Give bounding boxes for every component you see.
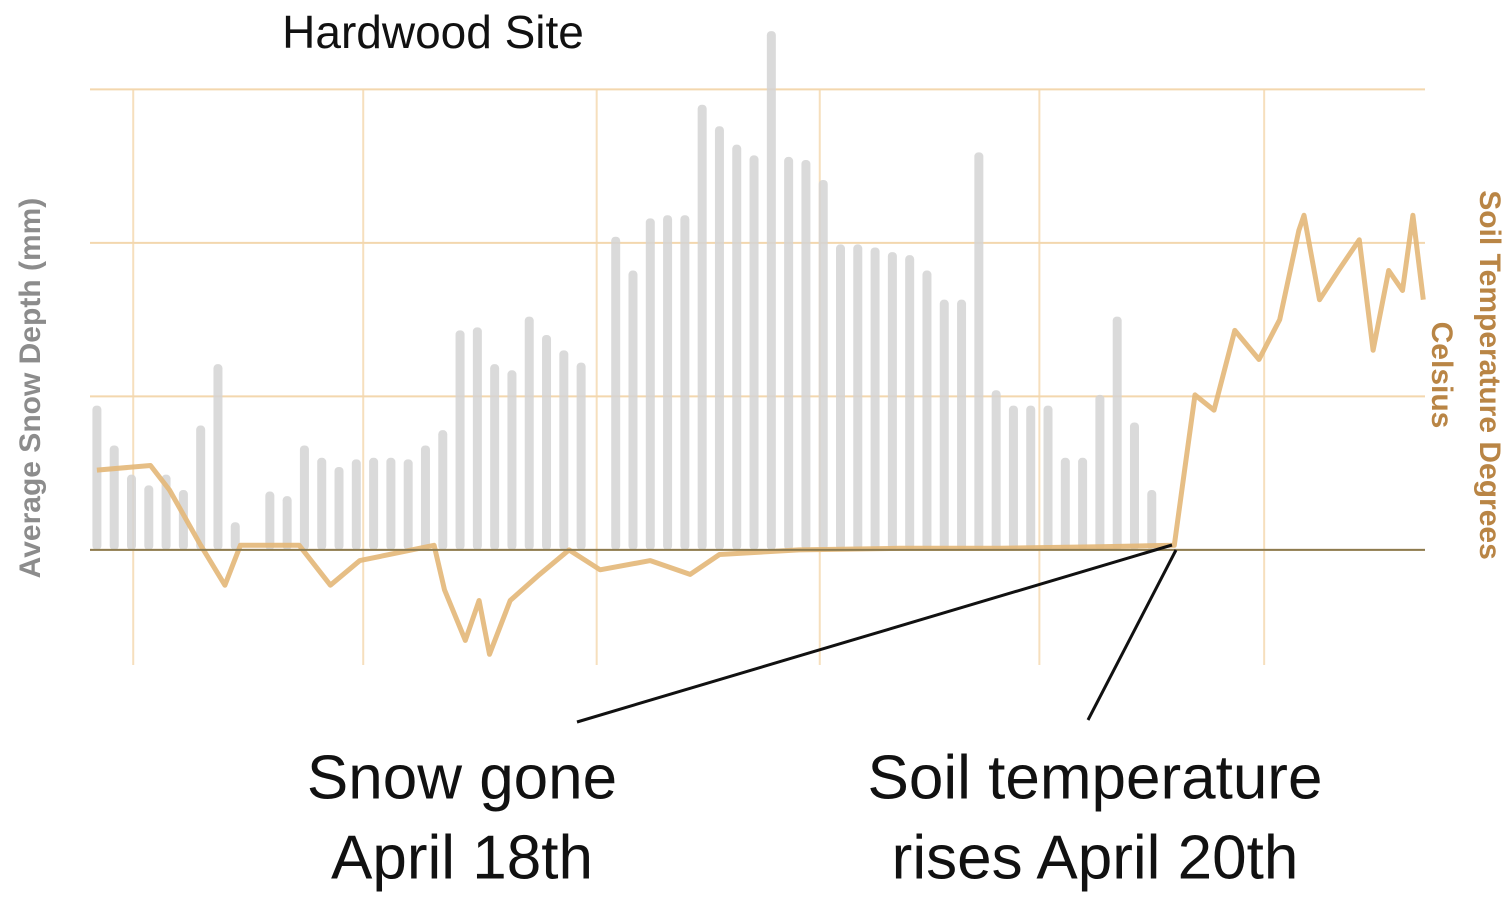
bar xyxy=(92,405,102,550)
bar xyxy=(939,299,949,550)
annotation: Soil temperature xyxy=(868,743,1323,812)
annotation-pointer xyxy=(576,543,1173,724)
bar xyxy=(507,370,517,550)
y2-axis-label: Celsius xyxy=(1425,322,1458,429)
bar xyxy=(853,244,863,550)
bar xyxy=(282,496,292,550)
bar xyxy=(1026,405,1036,550)
bar xyxy=(818,179,828,550)
bar xyxy=(766,31,776,550)
bar xyxy=(178,490,188,550)
bar xyxy=(714,126,724,550)
bar xyxy=(299,445,309,550)
bar xyxy=(680,215,690,550)
bar xyxy=(870,247,880,550)
bar xyxy=(161,474,171,550)
bar xyxy=(957,299,967,550)
bar xyxy=(1147,490,1157,550)
annotation: April 18th xyxy=(331,823,593,892)
line xyxy=(96,212,1426,657)
bar xyxy=(628,270,638,550)
bar xyxy=(109,445,119,550)
marks xyxy=(90,31,1426,657)
bar xyxy=(524,316,534,550)
annotation: Snow gone xyxy=(307,743,617,812)
bar xyxy=(542,334,552,550)
bar xyxy=(196,425,206,550)
bar xyxy=(490,364,500,550)
bar xyxy=(576,362,586,550)
bar xyxy=(974,152,984,550)
chart-title: Hardwood Site xyxy=(282,6,584,58)
bar xyxy=(1008,405,1018,550)
bar xyxy=(403,459,413,550)
bar xyxy=(1095,394,1105,550)
bar xyxy=(1129,422,1139,550)
bar xyxy=(127,474,137,550)
bar xyxy=(455,330,465,550)
annotation: rises April 20th xyxy=(892,823,1299,892)
bar xyxy=(905,255,915,550)
bar xyxy=(801,160,811,550)
annotation-pointer xyxy=(1086,549,1178,721)
y2-axis-label: Soil Temperature Degrees xyxy=(1473,190,1506,560)
bar xyxy=(1078,457,1088,550)
bar xyxy=(230,522,240,550)
bar xyxy=(1043,405,1053,550)
bar xyxy=(1060,457,1070,550)
bar xyxy=(369,457,379,550)
bar xyxy=(1112,316,1122,550)
bar xyxy=(334,466,344,550)
bar xyxy=(784,156,794,550)
bar xyxy=(645,218,655,550)
bar xyxy=(922,270,932,550)
bar xyxy=(144,485,154,550)
bar xyxy=(559,350,569,550)
bar xyxy=(749,155,759,550)
bar xyxy=(611,236,621,550)
bar xyxy=(386,457,396,550)
bar xyxy=(697,104,707,550)
bar xyxy=(438,430,448,550)
bar xyxy=(265,491,275,550)
bar xyxy=(887,252,897,550)
bar xyxy=(317,457,327,550)
bar xyxy=(663,215,673,550)
bar xyxy=(836,244,846,550)
bar xyxy=(472,327,482,550)
y-axis-label: Average Snow Depth (mm) xyxy=(14,198,47,579)
bar xyxy=(213,364,223,550)
bar xyxy=(420,445,430,550)
bar xyxy=(732,144,742,550)
bar xyxy=(991,390,1001,550)
bar xyxy=(351,459,361,550)
